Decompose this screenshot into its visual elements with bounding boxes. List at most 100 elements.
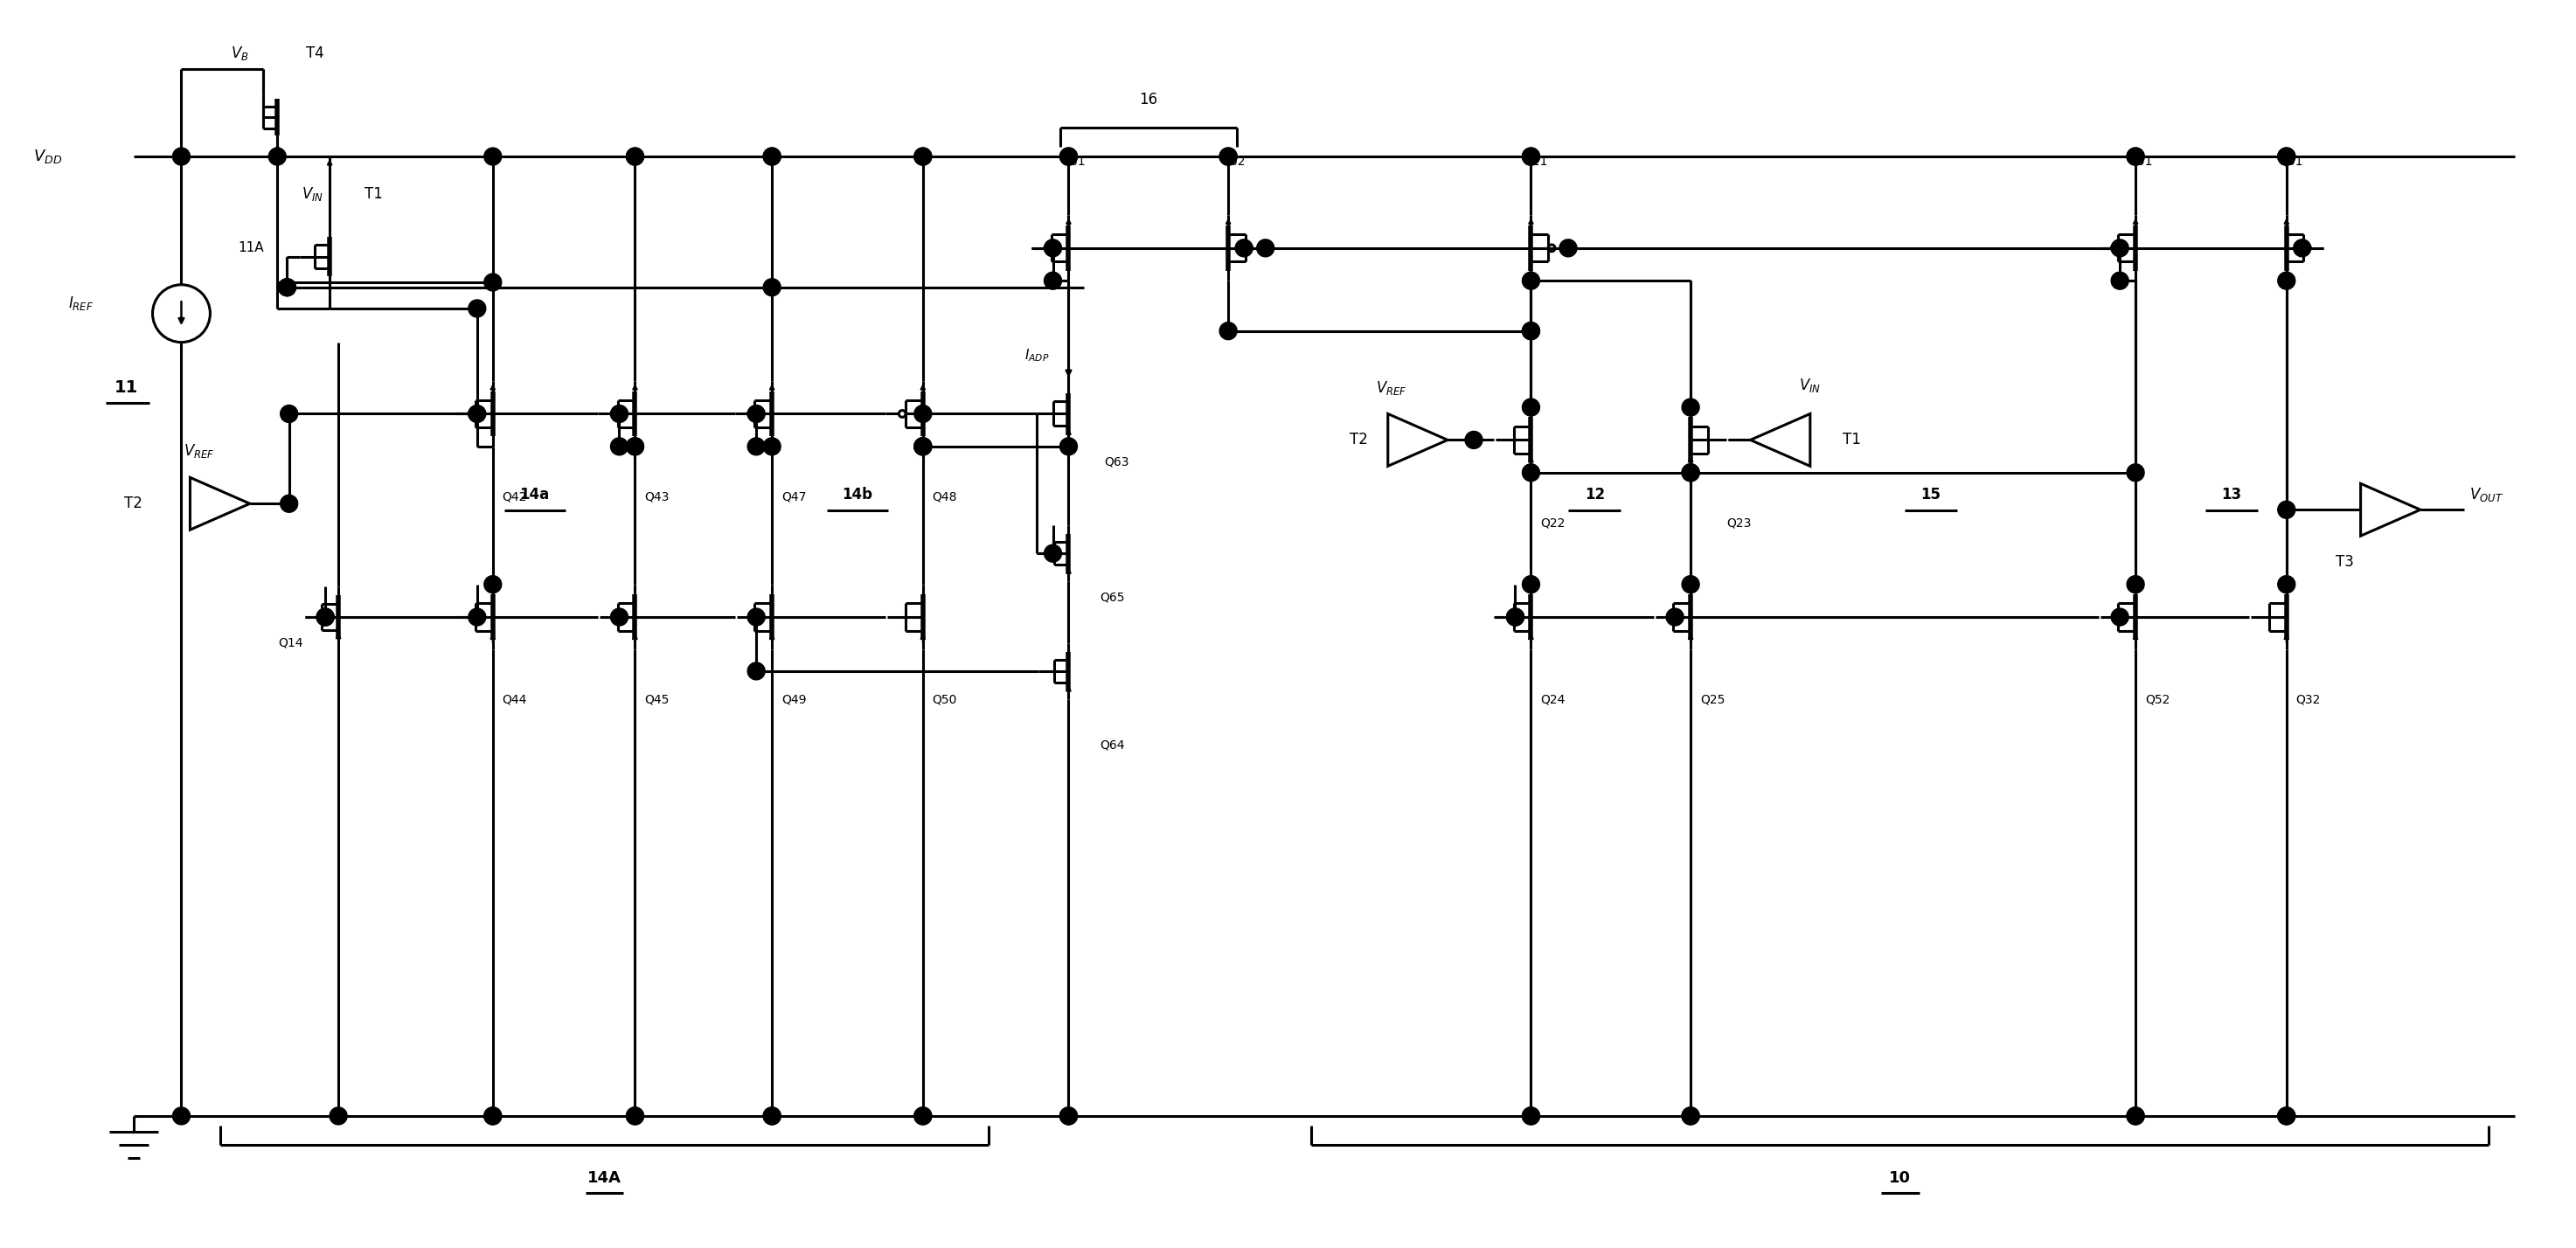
Text: Q63: Q63 [1105,456,1128,468]
Text: T3: T3 [2336,554,2354,570]
Circle shape [281,495,299,513]
Text: Q32: Q32 [2295,694,2321,706]
Text: $V_{REF}$: $V_{REF}$ [1376,379,1406,397]
Circle shape [914,438,933,456]
Text: Q47: Q47 [781,490,806,503]
Circle shape [1257,240,1275,257]
Circle shape [469,608,487,625]
Text: Q45: Q45 [644,694,670,706]
Circle shape [611,406,629,423]
Text: T1: T1 [363,186,381,202]
Text: 12: 12 [1584,487,1605,503]
Circle shape [914,438,933,456]
Text: 13: 13 [2221,487,2241,503]
Circle shape [484,1107,502,1124]
Circle shape [1522,1107,1540,1124]
Circle shape [914,147,933,165]
Text: 16: 16 [1139,92,1157,107]
Circle shape [747,608,765,625]
Circle shape [626,1107,644,1124]
Text: Q62: Q62 [1221,155,1244,167]
Text: T2: T2 [1350,432,1368,448]
Circle shape [762,278,781,296]
Circle shape [914,406,933,423]
Circle shape [330,1107,348,1124]
Circle shape [1682,464,1700,482]
Circle shape [914,147,933,165]
Circle shape [2277,575,2295,593]
Circle shape [2128,147,2143,165]
Circle shape [1043,544,1061,562]
Circle shape [1522,272,1540,290]
Circle shape [1059,438,1077,456]
Circle shape [1059,147,1077,165]
Circle shape [317,608,335,625]
Circle shape [1667,608,1685,625]
Circle shape [762,147,781,165]
Circle shape [2128,464,2143,482]
Circle shape [469,406,487,423]
Circle shape [484,273,502,291]
Circle shape [747,406,765,423]
Circle shape [2128,1107,2143,1124]
Circle shape [611,608,629,625]
Circle shape [1682,464,1700,482]
Circle shape [1522,464,1540,482]
Text: Q65: Q65 [1100,590,1126,603]
Circle shape [1682,1107,1700,1124]
Text: 14a: 14a [520,487,549,503]
Circle shape [762,1107,781,1124]
Circle shape [1466,432,1484,449]
Text: $V_{DD}$: $V_{DD}$ [33,147,62,165]
Circle shape [1043,240,1061,257]
Text: T2: T2 [124,495,142,512]
Circle shape [1236,240,1252,257]
Text: $V_{OUT}$: $V_{OUT}$ [2470,487,2504,504]
Circle shape [1507,608,1525,625]
Circle shape [173,147,191,165]
Circle shape [626,438,644,456]
Circle shape [1522,147,1540,165]
Circle shape [278,278,296,296]
Circle shape [1522,147,1540,165]
Circle shape [2128,1107,2143,1124]
Circle shape [2277,1107,2295,1124]
Text: 10: 10 [1888,1171,1911,1186]
Text: Q14: Q14 [278,636,304,649]
Text: Q48: Q48 [933,490,958,503]
Circle shape [268,147,286,165]
Text: 14A: 14A [587,1171,621,1186]
Circle shape [2277,500,2295,518]
Text: 15: 15 [1922,487,1940,503]
Text: Q23: Q23 [1726,517,1752,529]
Text: $V_{IN}$: $V_{IN}$ [301,185,322,202]
Circle shape [626,147,644,165]
Circle shape [762,438,781,456]
Circle shape [2112,608,2128,625]
Circle shape [1682,575,1700,593]
Circle shape [1218,322,1236,339]
Text: T4: T4 [307,46,325,61]
Circle shape [2277,147,2295,165]
Circle shape [278,278,296,296]
Circle shape [1558,240,1577,257]
Circle shape [1682,398,1700,416]
Text: $V_{REF}$: $V_{REF}$ [183,443,214,461]
Circle shape [747,438,765,456]
Text: Q42: Q42 [502,490,528,503]
Circle shape [762,1107,781,1124]
Text: 11A: 11A [237,242,265,255]
Text: Q22: Q22 [1540,517,1566,529]
Circle shape [1522,398,1540,416]
Text: Q21: Q21 [1522,155,1548,167]
Circle shape [626,147,644,165]
Circle shape [281,406,299,423]
Text: Q61: Q61 [1061,155,1084,167]
Text: 14b: 14b [842,487,873,503]
Circle shape [762,147,781,165]
Text: Q31: Q31 [2277,155,2303,167]
Text: $I_{ADP}$: $I_{ADP}$ [1025,347,1048,363]
Circle shape [173,1107,191,1124]
Circle shape [1059,1107,1077,1124]
Circle shape [2277,147,2295,165]
